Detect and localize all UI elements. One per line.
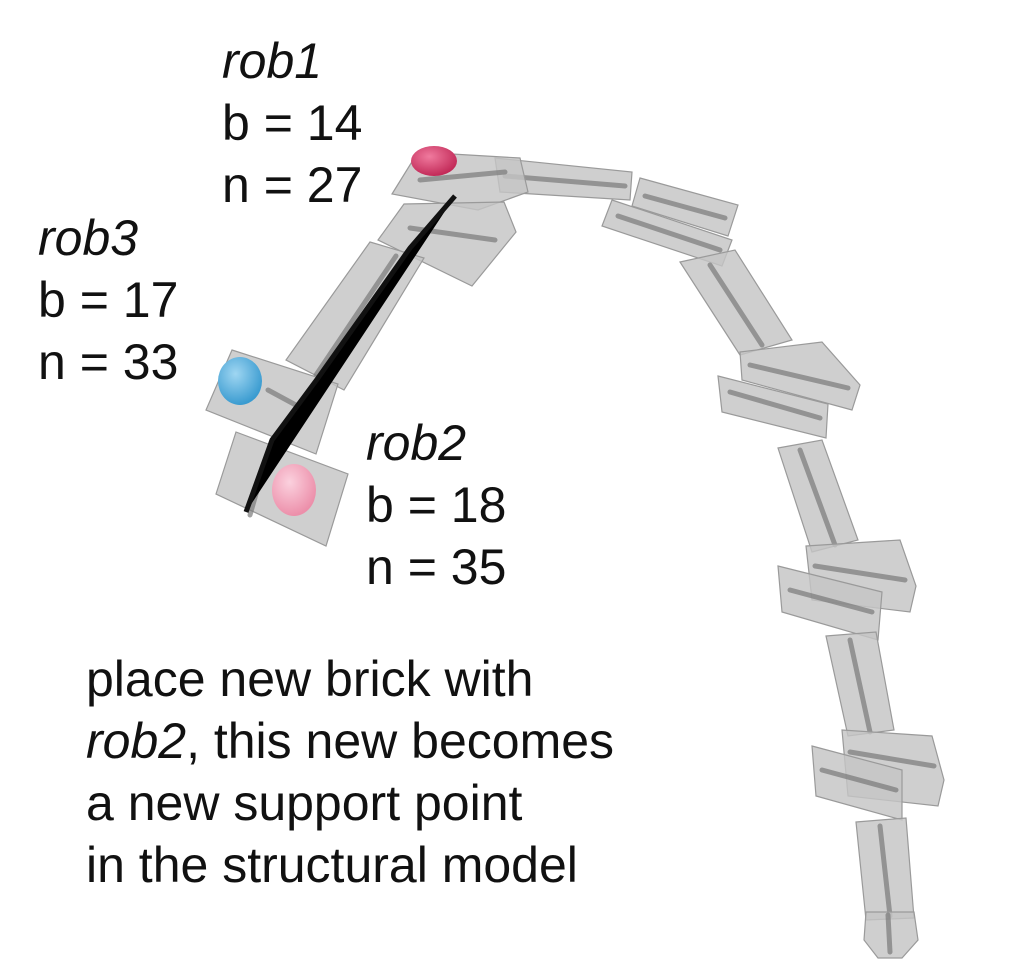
caption-line-2-rest: , this new becomes	[186, 713, 615, 769]
caption-text: place new brick with rob2, this new beco…	[86, 648, 614, 896]
caption-line-1: place new brick with	[86, 651, 534, 707]
rob2-label: rob2 b = 18 n = 35	[366, 412, 506, 598]
rob3-name: rob3	[38, 210, 139, 266]
caption-line-4: in the structural model	[86, 837, 578, 893]
rob3-marker	[218, 357, 262, 405]
caption-robot-ref: rob2	[86, 713, 187, 769]
arch-right-leg	[494, 157, 945, 959]
brick	[377, 201, 517, 287]
rob3-b-value: b = 17	[38, 272, 179, 328]
rob2-name: rob2	[366, 415, 467, 471]
rob3-label: rob3 b = 17 n = 33	[38, 207, 178, 393]
rob1-b-value: b = 14	[222, 95, 363, 151]
rob2-marker	[272, 464, 316, 516]
rob2-n-value: n = 35	[366, 539, 507, 595]
rob1-n-value: n = 27	[222, 157, 363, 213]
rob2-b-value: b = 18	[366, 477, 507, 533]
rob1-label: rob1 b = 14 n = 27	[222, 30, 362, 216]
rob1-name: rob1	[222, 33, 323, 89]
caption-line-2: rob2, this new becomes	[86, 710, 614, 772]
rob3-n-value: n = 33	[38, 334, 179, 390]
caption-line-3: a new support point	[86, 775, 523, 831]
rob1-marker	[411, 146, 457, 176]
